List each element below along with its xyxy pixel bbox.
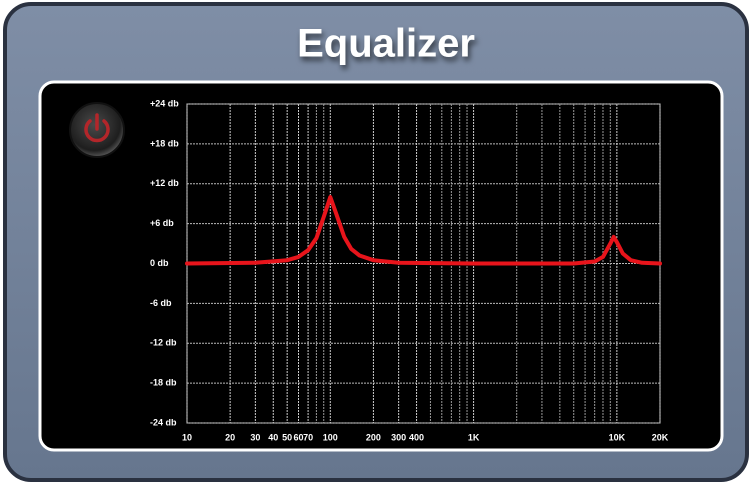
power-icon[interactable]	[84, 119, 110, 143]
x-tick-label: 20	[225, 432, 235, 442]
x-tick-label: 50	[282, 432, 292, 442]
x-tick-label: 70	[303, 432, 313, 442]
response-curve	[185, 195, 662, 266]
x-tick-label: 10K	[609, 432, 626, 442]
y-tick-label: +18 db	[150, 138, 179, 148]
x-tick-label: 400	[409, 432, 424, 442]
y-tick-label: +12 db	[150, 178, 179, 188]
x-tick-label: 60	[293, 432, 303, 442]
x-tick-label: 20K	[652, 432, 669, 442]
y-tick-label: +6 db	[150, 218, 174, 228]
y-tick-label: +24 db	[150, 98, 179, 108]
x-tick-label: 40	[268, 432, 278, 442]
power-button[interactable]	[69, 102, 125, 158]
y-tick-label: -6 db	[150, 298, 172, 308]
x-tick-label: 30	[250, 432, 260, 442]
graph-panel	[38, 80, 724, 452]
plot: +24 db +18 db +12 db +6 db 0 db -6 db -12 db -1…	[150, 98, 669, 442]
y-tick-label: -24 db	[150, 417, 177, 427]
y-tick-label: 0 db	[150, 258, 169, 268]
y-tick-label: -18 db	[150, 378, 177, 388]
title: Equalizer	[297, 22, 475, 66]
x-tick-label: 200	[366, 432, 381, 442]
x-tick-label: 100	[323, 432, 338, 442]
x-tick-label: 10	[182, 432, 192, 442]
x-tick-label: 300	[391, 432, 406, 442]
x-tick-label: 1K	[468, 432, 480, 442]
y-tick-label: -12 db	[150, 338, 177, 348]
